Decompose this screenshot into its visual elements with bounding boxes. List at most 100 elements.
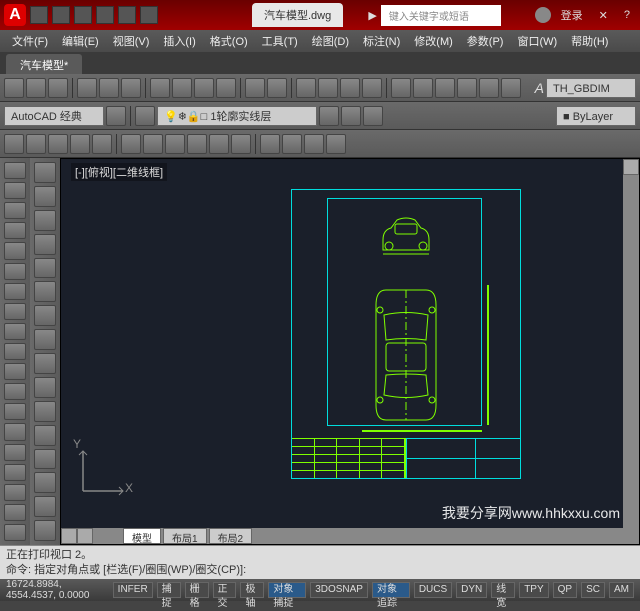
exchange-icon[interactable]: ✕ <box>593 9 614 22</box>
login-button[interactable]: 登录 <box>555 7 589 23</box>
mode-lwt[interactable]: 线宽 <box>491 582 515 598</box>
break-icon[interactable] <box>34 425 56 446</box>
list-icon[interactable] <box>70 134 90 154</box>
line-icon[interactable] <box>4 162 26 179</box>
menu-format[interactable]: 格式(O) <box>204 31 254 51</box>
cut-icon[interactable] <box>150 78 170 98</box>
paste-icon[interactable] <box>194 78 214 98</box>
sun-icon[interactable] <box>326 134 346 154</box>
dim-ordinate-icon[interactable] <box>231 134 251 154</box>
mode-snap[interactable]: 捕捉 <box>157 582 181 598</box>
dim-radius-icon[interactable] <box>187 134 207 154</box>
menu-insert[interactable]: 插入(I) <box>157 31 201 51</box>
mode-tpy[interactable]: TPY <box>519 582 548 598</box>
print-icon[interactable] <box>77 78 97 98</box>
mode-ortho[interactable]: 正交 <box>213 582 237 598</box>
hatch-icon[interactable] <box>4 444 26 461</box>
scroll-left-icon[interactable] <box>61 528 77 544</box>
mode-ducs[interactable]: DUCS <box>414 582 452 598</box>
doc-tab-active[interactable]: 汽车模型* <box>6 54 82 74</box>
array-icon[interactable] <box>34 258 56 279</box>
extend-icon[interactable] <box>34 401 56 422</box>
render-icon[interactable] <box>260 134 280 154</box>
dim-linear-icon[interactable] <box>121 134 141 154</box>
mode-dyn[interactable]: DYN <box>456 582 487 598</box>
scale-icon[interactable] <box>34 329 56 350</box>
rectangle-icon[interactable] <box>4 242 26 259</box>
id-icon[interactable] <box>92 134 112 154</box>
new-icon[interactable] <box>4 78 24 98</box>
offset-icon[interactable] <box>34 234 56 255</box>
mode-sc[interactable]: SC <box>581 582 605 598</box>
menu-tools[interactable]: 工具(T) <box>256 31 304 51</box>
tool-palette-icon[interactable] <box>435 78 455 98</box>
undo-icon[interactable] <box>245 78 265 98</box>
mode-osnap[interactable]: 对象捕捉 <box>268 582 306 598</box>
insert-block-icon[interactable] <box>4 383 26 400</box>
command-line[interactable]: 正在打印视口 2。 命令: 指定对角点或 [栏选(F)/圈围(WP)/圈交(CP… <box>0 545 640 579</box>
material-icon[interactable] <box>282 134 302 154</box>
help-icon[interactable]: ? <box>618 9 636 21</box>
qat-print[interactable] <box>140 6 158 24</box>
menu-draw[interactable]: 绘图(D) <box>306 31 355 51</box>
workspace-settings-icon[interactable] <box>106 106 126 126</box>
menu-help[interactable]: 帮助(H) <box>565 31 614 51</box>
zoom-window-icon[interactable] <box>340 78 360 98</box>
color-dropdown[interactable]: ■ ByLayer <box>556 106 636 126</box>
app-logo[interactable]: A <box>4 4 26 26</box>
polygon-icon[interactable] <box>4 222 26 239</box>
circle-icon[interactable] <box>4 283 26 300</box>
menu-edit[interactable]: 编辑(E) <box>56 31 105 51</box>
point-icon[interactable] <box>4 423 26 440</box>
copy-icon[interactable] <box>172 78 192 98</box>
zoom-icon[interactable] <box>318 78 338 98</box>
help-search[interactable]: 键入关键字或短语 <box>381 5 501 26</box>
mtext-icon[interactable] <box>4 524 26 541</box>
properties-icon[interactable] <box>391 78 411 98</box>
stretch-icon[interactable] <box>34 353 56 374</box>
qat-new[interactable] <box>30 6 48 24</box>
user-icon[interactable] <box>535 7 551 23</box>
open-icon[interactable] <box>26 78 46 98</box>
make-block-icon[interactable] <box>4 403 26 420</box>
pan-icon[interactable] <box>296 78 316 98</box>
workspace-dropdown[interactable]: AutoCAD 经典 <box>4 106 104 126</box>
area-icon[interactable] <box>48 134 68 154</box>
join-icon[interactable] <box>34 449 56 470</box>
layer-prev-icon[interactable] <box>363 106 383 126</box>
qat-save[interactable] <box>74 6 92 24</box>
model-tab[interactable]: 模型 <box>123 528 161 544</box>
drawing-canvas[interactable]: [-][俯视][二维线框] <box>60 158 640 545</box>
dim-angular-icon[interactable] <box>165 134 185 154</box>
viewport-label[interactable]: [-][俯视][二维线框] <box>71 163 167 181</box>
revcloud-icon[interactable] <box>4 303 26 320</box>
ellipse-icon[interactable] <box>4 343 26 360</box>
ellipse-arc-icon[interactable] <box>4 363 26 380</box>
calc-icon[interactable] <box>501 78 521 98</box>
qat-redo[interactable] <box>118 6 136 24</box>
dim-aligned-icon[interactable] <box>143 134 163 154</box>
gradient-icon[interactable] <box>4 464 26 481</box>
pline-icon[interactable] <box>4 202 26 219</box>
radius-icon[interactable] <box>26 134 46 154</box>
menu-dimension[interactable]: 标注(N) <box>357 31 406 51</box>
move-icon[interactable] <box>34 281 56 302</box>
vertical-scrollbar[interactable] <box>623 159 639 528</box>
mode-qp[interactable]: QP <box>553 582 577 598</box>
menu-file[interactable]: 文件(F) <box>6 31 54 51</box>
explode-icon[interactable] <box>34 520 56 541</box>
scroll-right-icon[interactable] <box>77 528 93 544</box>
layer-state-icon[interactable] <box>319 106 339 126</box>
distance-icon[interactable] <box>4 134 24 154</box>
match-icon[interactable] <box>216 78 236 98</box>
light-icon[interactable] <box>304 134 324 154</box>
chamfer-icon[interactable] <box>34 472 56 493</box>
trim-icon[interactable] <box>34 377 56 398</box>
mode-otrack[interactable]: 对象追踪 <box>372 582 410 598</box>
fillet-icon[interactable] <box>34 496 56 517</box>
mode-infer[interactable]: INFER <box>113 582 153 598</box>
preview-icon[interactable] <box>99 78 119 98</box>
erase-icon[interactable] <box>34 162 56 183</box>
mode-polar[interactable]: 极轴 <box>240 582 264 598</box>
mode-grid[interactable]: 栅格 <box>185 582 209 598</box>
